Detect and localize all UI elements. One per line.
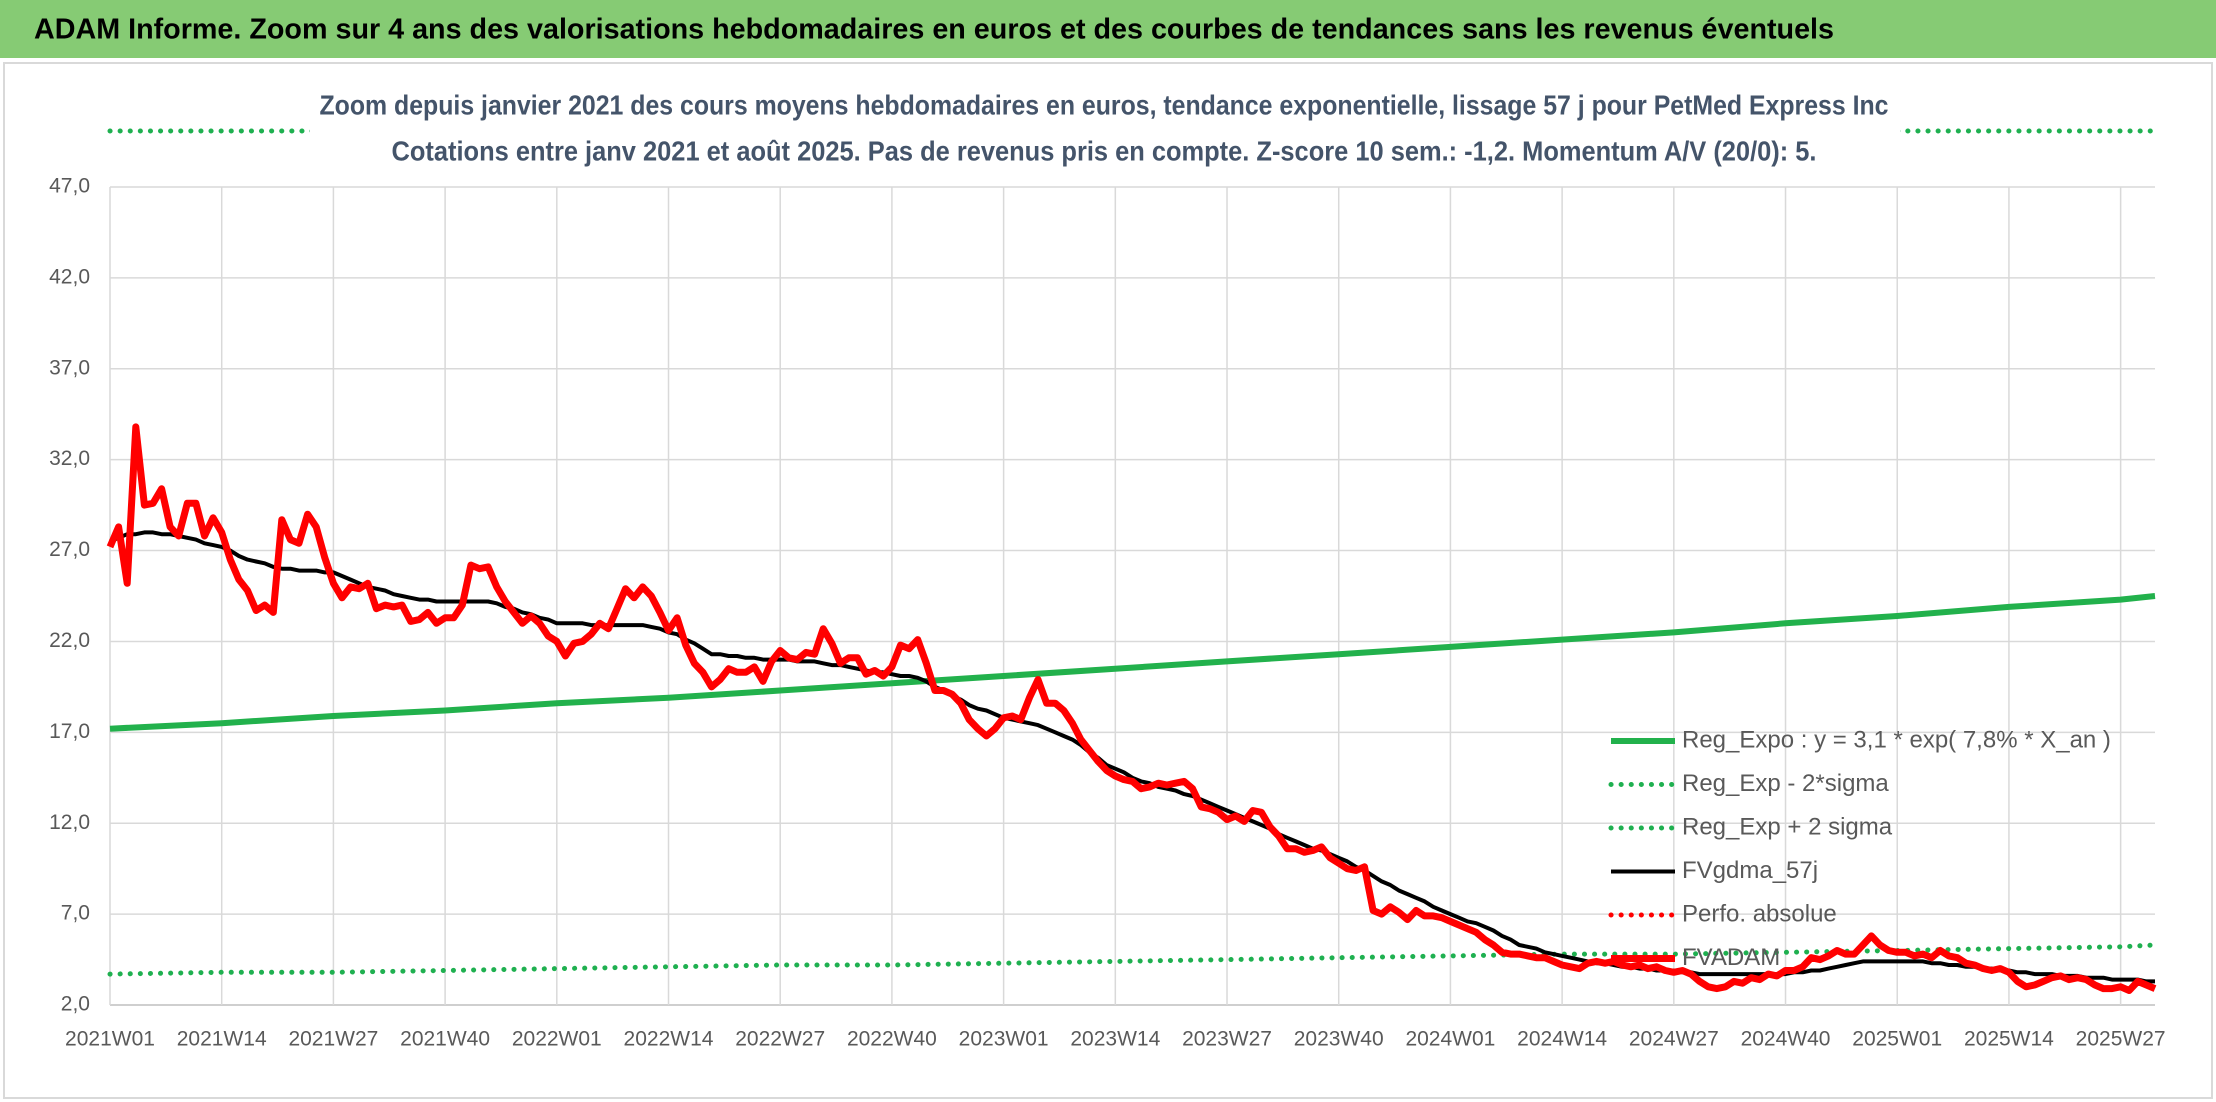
y-tick-label: 27,0 — [49, 538, 90, 561]
x-tick-label: 2023W40 — [1294, 1028, 1384, 1051]
x-tick-label: 2021W14 — [177, 1028, 267, 1051]
subtitle-background — [310, 82, 1900, 178]
x-tick-label: 2022W40 — [847, 1028, 937, 1051]
x-tick-label: 2022W14 — [624, 1028, 714, 1051]
y-tick-label: 2,0 — [61, 993, 90, 1016]
chart-border — [3, 62, 2213, 1099]
x-tick-label: 2024W14 — [1517, 1028, 1607, 1051]
x-tick-label: 2023W14 — [1070, 1028, 1160, 1051]
x-tick-label: 2022W27 — [735, 1028, 825, 1051]
legend-label: Reg_Expo : y = 3,1 * exp( 7,8% * X_an ) — [1682, 726, 2111, 753]
legend-label: Reg_Exp - 2*sigma — [1682, 770, 1889, 797]
x-tick-label: 2023W27 — [1182, 1028, 1272, 1051]
y-tick-label: 7,0 — [61, 902, 90, 925]
y-tick-label: 32,0 — [49, 447, 90, 470]
legend-label: FVgdma_57j — [1682, 857, 1818, 884]
x-tick-label: 2025W01 — [1852, 1028, 1942, 1051]
x-tick-label: 2024W40 — [1741, 1028, 1831, 1051]
legend-label: FVADAM — [1682, 944, 1780, 971]
subtitle-line: Cotations entre janv 2021 et août 2025. … — [392, 135, 1817, 166]
x-tick-label: 2024W01 — [1405, 1028, 1495, 1051]
x-tick-label: 2021W01 — [65, 1028, 155, 1051]
header-bar — [0, 0, 2216, 58]
series-line — [107, 942, 2158, 977]
x-tick-label: 2021W27 — [288, 1028, 378, 1051]
series-line — [109, 593, 2156, 732]
y-tick-label: 17,0 — [49, 720, 90, 743]
x-tick-label: 2021W40 — [400, 1028, 490, 1051]
y-tick-label: 42,0 — [49, 265, 90, 288]
legend-label: Perfo. absolue — [1682, 900, 1837, 927]
y-tick-label: 37,0 — [49, 356, 90, 379]
subtitle-line: Zoom depuis janvier 2021 des cours moyen… — [320, 89, 1889, 120]
x-tick-label: 2024W27 — [1629, 1028, 1719, 1051]
x-tick-label: 2025W14 — [1964, 1028, 2054, 1051]
header-title: ADAM Informe. Zoom sur 4 ans des valoris… — [34, 14, 1834, 46]
series-line — [109, 530, 2155, 984]
series-line — [106, 423, 2157, 994]
y-tick-label: 22,0 — [49, 629, 90, 652]
y-tick-label: 47,0 — [49, 175, 90, 198]
x-tick-label: 2023W01 — [959, 1028, 1049, 1051]
x-tick-label: 2025W27 — [2076, 1028, 2166, 1051]
x-tick-label: 2022W01 — [512, 1028, 602, 1051]
y-tick-label: 12,0 — [49, 811, 90, 834]
legend-label: Reg_Exp + 2 sigma — [1682, 813, 1893, 840]
